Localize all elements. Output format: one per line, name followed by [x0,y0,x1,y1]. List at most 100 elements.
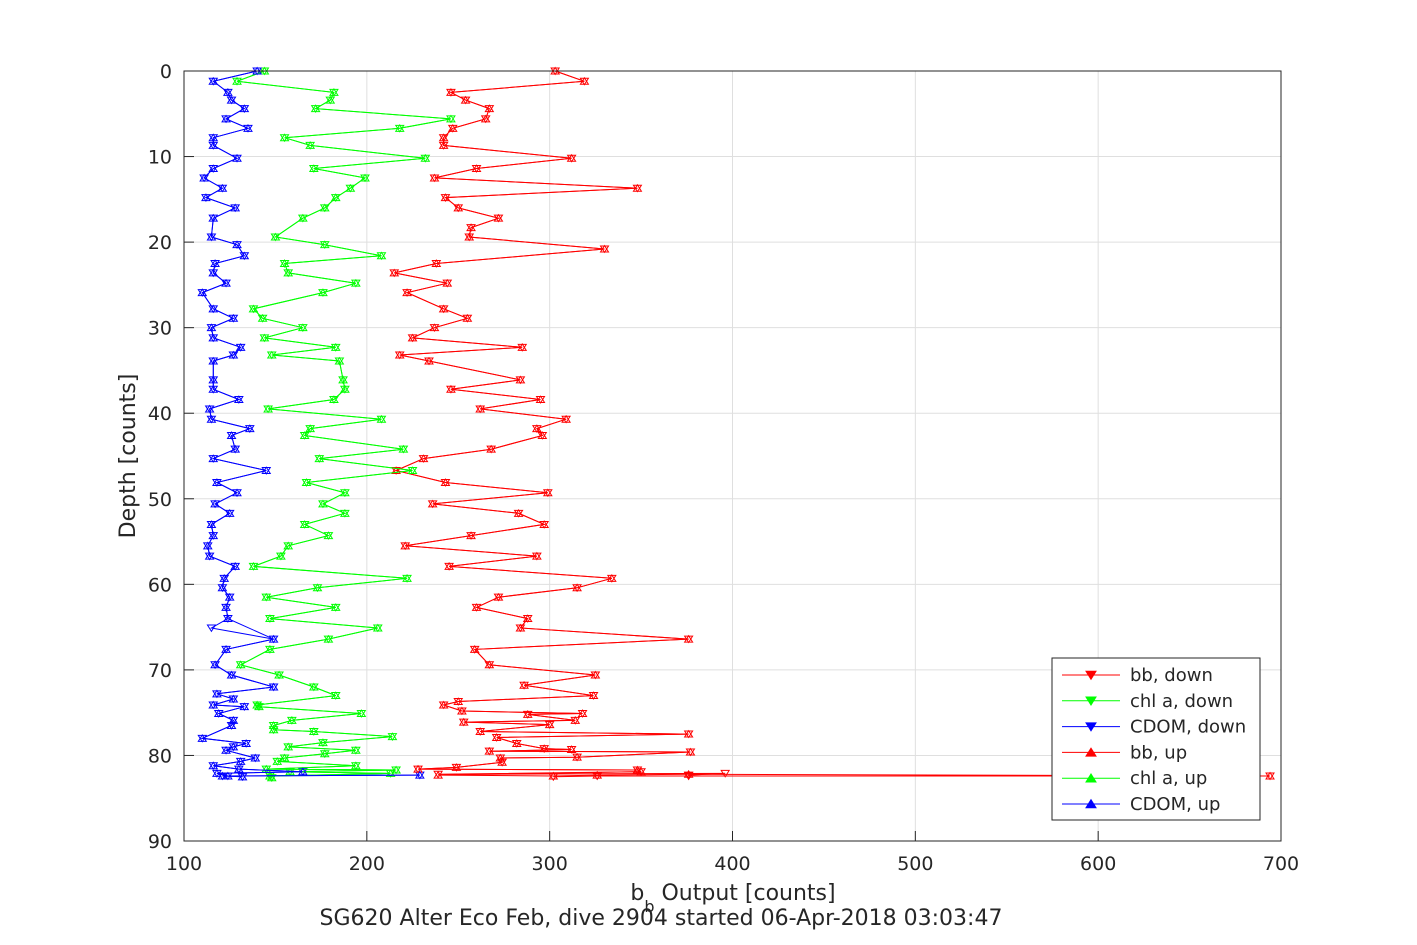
y-tick-label: 0 [160,61,172,83]
data-point [201,193,211,202]
legend-label: CDOM, down [1130,717,1246,738]
legend-label: CDOM, up [1130,794,1220,815]
data-point [491,733,502,741]
data-point [592,772,603,781]
data-point [241,739,252,747]
series-line [236,70,451,779]
data-point [394,350,405,359]
data-point [210,499,220,508]
data-point [522,710,533,718]
data-point [513,508,524,517]
data-point [539,520,550,528]
data-point [447,123,458,132]
data-point [226,95,237,104]
data-point [299,520,310,528]
axis-ticks: 100 200 300 400 500 600 700 0 10 20 30 40 50 60 70 80 90 [148,61,1299,875]
data-point [522,614,533,623]
data-point [283,541,294,550]
data-point [548,773,559,782]
data-point [263,404,274,413]
data-point [683,729,694,738]
series-chl-a-up [232,66,456,782]
data-point [458,717,469,726]
data-point [319,749,330,758]
data-point [511,739,522,747]
legend-swatch-marker [1085,722,1097,732]
data-point [232,76,242,85]
data-point [464,232,475,241]
data-point [206,323,217,332]
data-point [444,562,455,570]
data-point [221,278,231,287]
data-point [548,771,559,780]
data-point [440,193,451,202]
data-point [413,764,423,773]
data-point [226,721,237,729]
data-point [228,716,239,724]
data-point [204,404,215,413]
data-point [197,288,208,297]
series-cdom-up [197,66,425,781]
data-point [350,745,361,754]
y-tick-label: 20 [148,232,172,254]
data-point [446,114,456,123]
data-point [471,164,482,173]
y-tick-label: 40 [148,403,172,425]
data-point [683,634,694,643]
data-point [330,193,341,202]
data-point [542,488,553,497]
data-point [208,141,219,149]
data-point [339,488,350,497]
data-point [233,764,244,773]
legend-label: bb, down [1130,665,1213,686]
data-point [329,88,339,96]
data-point [400,541,411,550]
data-point [636,767,646,776]
data-point [208,164,219,173]
data-point [387,732,398,741]
data-point [517,343,528,351]
data-point [440,478,451,487]
data-point [202,541,213,550]
data-point [222,614,233,623]
legend-label: bb, up [1130,742,1187,763]
data-point [243,123,253,132]
data-point [208,76,219,85]
legend-swatch-marker [1085,747,1097,757]
data-point [213,709,224,718]
data-point [329,395,339,404]
data-point [226,431,237,439]
data-point [259,333,270,342]
data-point [275,551,286,560]
data-point [345,183,356,192]
data-point [572,752,582,761]
data-point [208,133,219,142]
data-point [544,720,555,729]
data-point [683,772,694,781]
data-point [297,323,308,332]
data-point [222,771,233,780]
data-point [475,727,486,735]
data-point [429,323,440,332]
data-point [239,251,250,260]
x-tick-label: 100 [166,853,202,875]
data-point [531,551,542,560]
data-point [208,531,219,540]
data-point [453,203,464,212]
data-point [206,232,217,241]
series-bb-up [389,66,1275,780]
data-point [230,203,241,212]
data-point [279,753,290,762]
data-point [305,424,316,433]
data-point [283,742,294,751]
data-point [462,313,473,322]
data-point [519,680,529,689]
legend-swatch-marker [1085,798,1097,809]
data-point [451,763,462,771]
data-point [261,466,272,475]
data-point [592,770,603,779]
data-point [632,183,643,192]
data-point [398,444,409,453]
data-point [493,213,504,222]
data-point [212,478,222,487]
